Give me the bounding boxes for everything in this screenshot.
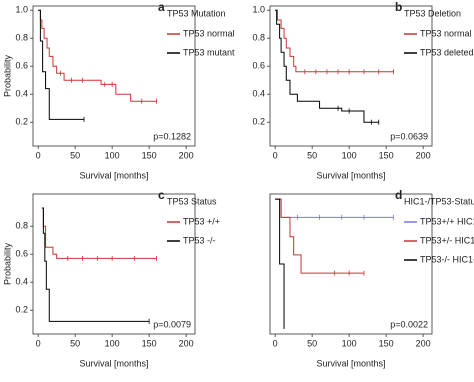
- y-tick-label: 1.0: [15, 5, 28, 15]
- x-tick-label: 0: [273, 338, 278, 348]
- panel-label: c: [158, 188, 165, 202]
- legend-entry: TP53 mutant: [183, 47, 235, 57]
- x-tick-label: 150: [379, 338, 394, 348]
- plot-frame: [32, 193, 196, 335]
- survival-curve: [38, 9, 157, 102]
- legend-entry: TP53 normal: [183, 28, 235, 38]
- plot-frame: [269, 193, 433, 335]
- legend-entry: TP53 +/+: [183, 216, 220, 226]
- x-tick-label: 50: [307, 338, 317, 348]
- y-tick-label: 0.2: [252, 117, 265, 127]
- panel-label: b: [395, 0, 402, 14]
- x-tick-label: 50: [307, 150, 317, 160]
- y-axis-label: Probability: [2, 54, 12, 97]
- x-tick-label: 0: [36, 150, 41, 160]
- x-tick-label: 100: [105, 150, 120, 160]
- y-tick-label: 0.6: [252, 61, 265, 71]
- x-tick-label: 200: [179, 150, 194, 160]
- x-tick-label: 200: [416, 338, 431, 348]
- x-tick-label: 150: [142, 338, 157, 348]
- survival-curve: [275, 9, 379, 123]
- survival-curve: [41, 207, 157, 259]
- y-tick-label: 0.8: [15, 33, 28, 43]
- survival-curve: [275, 198, 394, 218]
- x-tick-label: 150: [142, 150, 157, 160]
- x-tick-label: 100: [105, 338, 120, 348]
- y-tick-label: 0.2: [15, 117, 28, 127]
- x-tick-label: 200: [179, 338, 194, 348]
- panel-label: d: [395, 188, 402, 202]
- p-value: p=0.0639: [390, 131, 428, 141]
- y-tick-label: 0.4: [252, 89, 265, 99]
- y-tick-label: 0.8: [252, 33, 265, 43]
- survival-curve: [41, 207, 150, 322]
- legend-entry: TP53 -/-: [183, 235, 216, 245]
- y-tick-label: 0.4: [15, 89, 28, 99]
- legend-title: TP53 Mutation: [167, 8, 226, 18]
- p-value: p=0.1282: [153, 131, 191, 141]
- x-tick-label: 50: [70, 338, 80, 348]
- legend-entry: TP53 normal: [420, 28, 472, 38]
- y-tick-label: 0.2: [15, 305, 28, 315]
- plot-frame: [269, 5, 433, 147]
- x-tick-label: 100: [342, 338, 357, 348]
- legend-entry: TP53+/+ HIC1+/+: [420, 216, 474, 226]
- legend-title: HIC1-/TP53-Status: [404, 196, 474, 206]
- survival-curve: [38, 9, 85, 120]
- x-tick-label: 150: [379, 150, 394, 160]
- plot-frame: [32, 5, 196, 147]
- p-value: p=0.0079: [153, 319, 191, 329]
- x-axis-label: Survival [months]: [79, 170, 148, 180]
- x-axis-label: Survival [months]: [316, 358, 385, 368]
- y-tick-label: 0.6: [15, 249, 28, 259]
- y-tick-label: 0.4: [15, 277, 28, 287]
- survival-curve: [275, 198, 364, 274]
- x-tick-label: 200: [416, 150, 431, 160]
- y-tick-label: 0.8: [15, 221, 28, 231]
- x-tick-label: 100: [342, 150, 357, 160]
- legend-entry: TP53-/- HIC1-/-: [420, 254, 474, 264]
- y-tick-label: 0.6: [15, 61, 28, 71]
- panel-label: a: [158, 0, 165, 14]
- x-tick-label: 0: [36, 338, 41, 348]
- x-tick-label: 0: [273, 150, 278, 160]
- survival-curve: [275, 9, 394, 73]
- p-value: p=0.0022: [390, 319, 428, 329]
- y-axis-label: Probability: [2, 242, 12, 285]
- legend-entry: TP53 deleted: [420, 47, 474, 57]
- x-axis-label: Survival [months]: [79, 358, 148, 368]
- legend-entry: TP53+/- HIC1+/-: [420, 235, 474, 245]
- x-axis-label: Survival [months]: [316, 170, 385, 180]
- legend-title: TP53 Status: [167, 196, 217, 206]
- y-tick-label: 1.0: [252, 5, 265, 15]
- x-tick-label: 50: [70, 150, 80, 160]
- legend-title: TP53 Deletion: [404, 8, 461, 18]
- survival-curve: [275, 198, 285, 329]
